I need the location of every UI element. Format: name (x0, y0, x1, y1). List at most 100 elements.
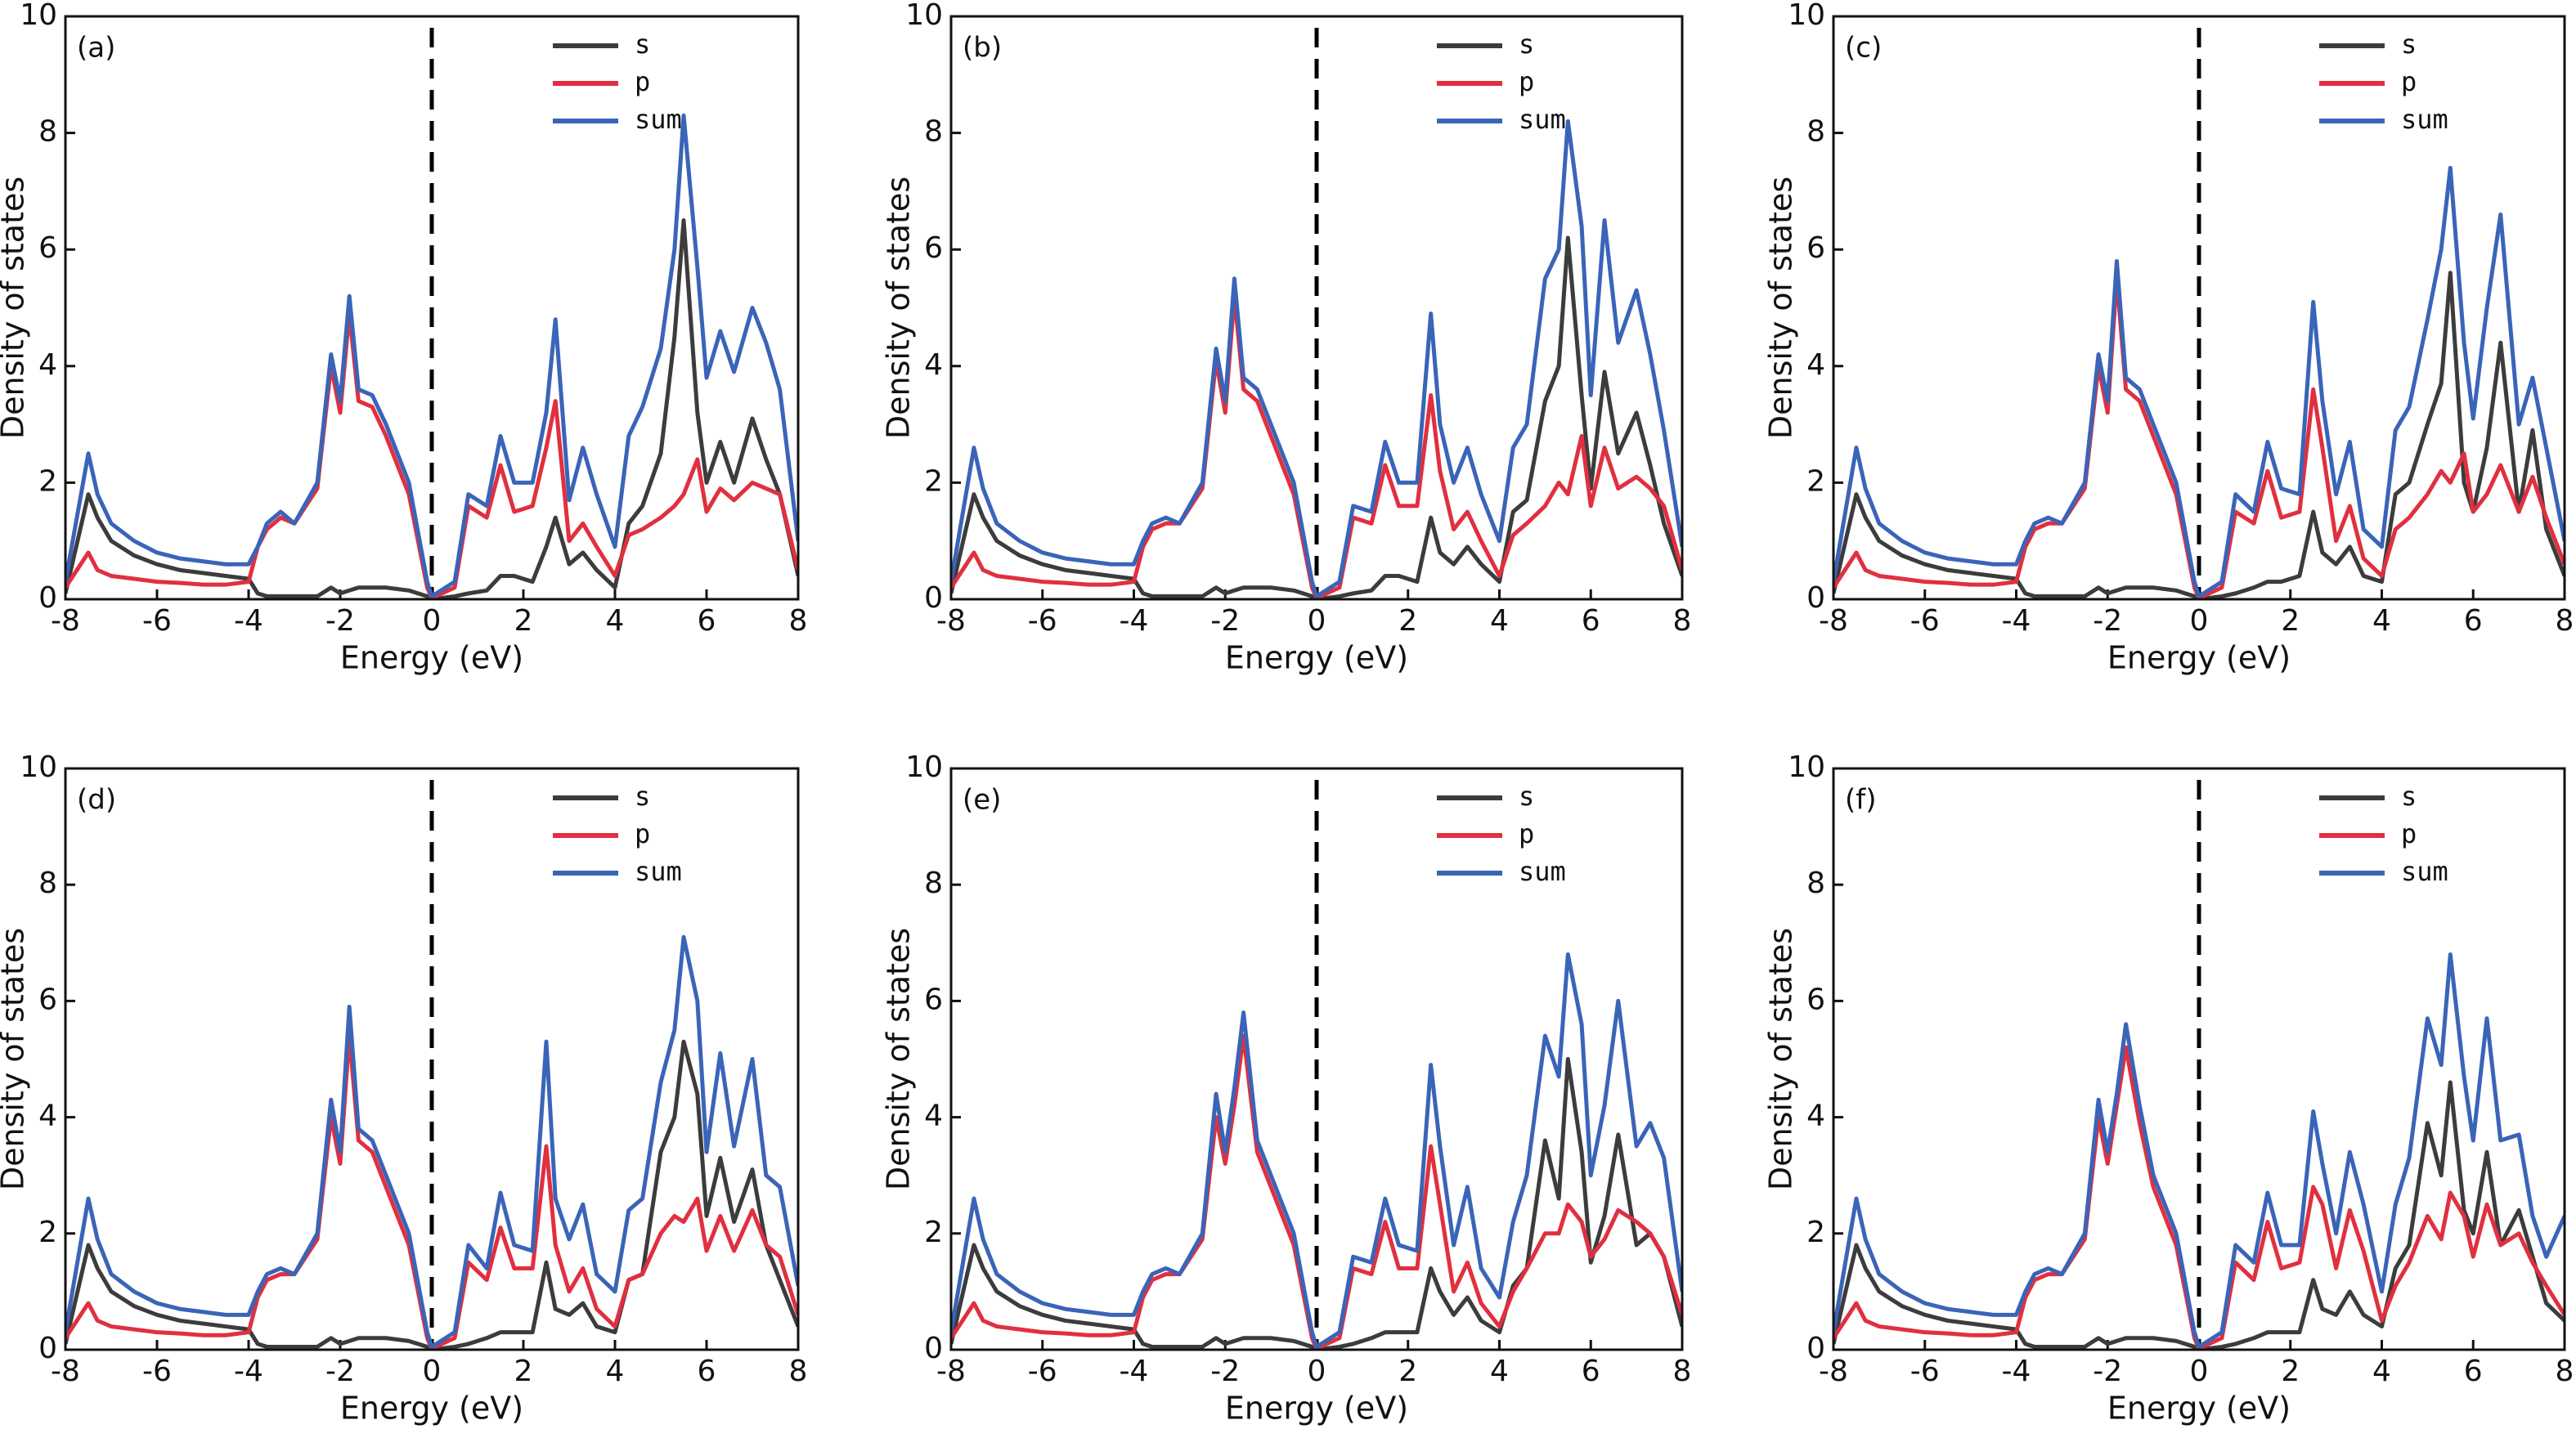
dos-line (951, 235, 1682, 599)
x-tick-label: 2 (2281, 1355, 2300, 1388)
y-tick-label: 4 (924, 348, 943, 382)
y-tick-label: 0 (38, 581, 57, 615)
panel: -8 -6 -4 -2 0 2 4 6 8 0 2 4 6 8 10 Energy (eV) Density o… (1763, 0, 2574, 676)
panel: -8 -6 -4 -2 0 2 4 6 8 0 2 4 6 8 10 Energy (eV) Density o… (881, 0, 1692, 676)
y-tick-label: 6 (38, 983, 57, 1016)
x-tick-label: -6 (1910, 604, 1940, 638)
x-tick-label: -2 (1210, 1355, 1240, 1388)
panel-label: (b) (963, 32, 1002, 65)
x-tick-label: 8 (789, 604, 808, 638)
x-tick-label: -6 (142, 604, 172, 638)
x-axis-label: Energy (eV) (1225, 640, 1408, 676)
x-tick-label: 6 (2464, 1355, 2483, 1388)
y-tick-label: 8 (1806, 867, 1825, 900)
x-tick-label: 8 (2556, 604, 2574, 638)
x-axis-label: Energy (eV) (2107, 1391, 2291, 1427)
x-tick-label: 2 (514, 604, 533, 638)
y-tick-label: 6 (1806, 983, 1825, 1016)
plot-lines (951, 952, 1682, 1350)
legend-label: p (1519, 66, 1534, 97)
x-tick-label: -4 (2002, 1355, 2031, 1388)
legend-label: p (635, 818, 650, 849)
x-tick-label: 2 (514, 1355, 533, 1388)
dos-line (65, 113, 798, 598)
dos-line (951, 119, 1682, 598)
legend-label: p (2401, 66, 2417, 97)
legend-label: sum (635, 104, 682, 135)
legend-label: s (2401, 781, 2417, 812)
legend-label: sum (1519, 856, 1566, 887)
legend-label: p (2401, 818, 2417, 849)
y-tick-label: 6 (924, 231, 943, 265)
y-tick-label: 2 (924, 464, 943, 498)
x-tick-label: 0 (1308, 604, 1326, 638)
y-axis-label: Density of states (1763, 928, 1799, 1190)
plot-frame (1832, 767, 2566, 1351)
dos-line (65, 218, 798, 599)
legend-label: p (635, 66, 650, 97)
x-tick-label: -4 (234, 1355, 263, 1388)
dos-line (1833, 1080, 2565, 1350)
plot-lines (1833, 165, 2565, 599)
x-tick-label: -6 (1910, 1355, 1940, 1388)
x-tick-label: 0 (2190, 1355, 2209, 1388)
x-tick-label: -4 (1120, 1355, 1149, 1388)
legend-label: s (1519, 781, 1534, 812)
y-tick-label: 10 (20, 0, 57, 32)
y-tick-label: 2 (1806, 1216, 1825, 1249)
x-tick-label: 2 (1398, 604, 1417, 638)
x-tick-label: -2 (325, 604, 355, 638)
y-tick-label: 10 (905, 0, 943, 32)
y-axis-label: Density of states (0, 177, 31, 439)
x-tick-label: 6 (698, 604, 716, 638)
x-tick-label: 4 (2372, 1355, 2391, 1388)
x-tick-label: -2 (1210, 604, 1240, 638)
y-tick-label: 0 (924, 581, 943, 615)
y-tick-label: 0 (1806, 581, 1825, 615)
panel: -8 -6 -4 -2 0 2 4 6 8 0 2 4 6 8 10 Energy (eV) Density o… (1763, 750, 2574, 1427)
plot-frame (949, 15, 1684, 601)
x-tick-label: 6 (698, 1355, 716, 1388)
y-tick-label: 6 (38, 231, 57, 265)
y-tick-label: 8 (38, 115, 57, 149)
x-tick-label: 4 (1490, 604, 1509, 638)
y-tick-label: 10 (1788, 0, 1825, 32)
panel: -8 -6 -4 -2 0 2 4 6 8 0 2 4 6 8 10 Energy (eV) Density o… (0, 0, 807, 676)
legend-label: p (1519, 818, 1534, 849)
x-tick-label: -6 (1028, 604, 1057, 638)
y-tick-label: 10 (905, 750, 943, 784)
dos-line (951, 1057, 1682, 1350)
panel: -8 -6 -4 -2 0 2 4 6 8 0 2 4 6 8 10 Energy (eV) Density o… (881, 750, 1692, 1427)
y-axis-label: Density of states (1763, 177, 1799, 439)
y-tick-label: 4 (1806, 1100, 1825, 1133)
y-tick-label: 8 (924, 115, 943, 149)
x-axis-label: Energy (eV) (1225, 1391, 1408, 1427)
y-tick-label: 0 (38, 1332, 57, 1365)
x-tick-label: 6 (1582, 604, 1600, 638)
x-axis-label: Energy (eV) (340, 640, 523, 676)
dos-line (1833, 165, 2565, 598)
legend-label: s (1519, 29, 1534, 60)
x-tick-label: 8 (1673, 604, 1692, 638)
x-tick-label: -4 (1120, 604, 1149, 638)
x-tick-label: 6 (1582, 1355, 1600, 1388)
x-tick-label: -6 (142, 1355, 172, 1388)
dos-line (1833, 271, 2565, 599)
x-tick-label: -2 (325, 1355, 355, 1388)
y-tick-label: 8 (924, 867, 943, 900)
plot-lines (1833, 952, 2565, 1350)
x-axis-label: Energy (eV) (340, 1391, 523, 1427)
x-tick-label: 4 (1490, 1355, 1509, 1388)
plot-frame (1832, 15, 2566, 601)
legend-label: sum (2401, 856, 2448, 887)
x-tick-label: -8 (1819, 604, 1848, 638)
x-tick-label: -8 (51, 604, 80, 638)
x-tick-label: -6 (1028, 1355, 1057, 1388)
y-axis-label: Density of states (0, 928, 31, 1190)
dos-line (1833, 1045, 2565, 1350)
y-tick-label: 8 (38, 867, 57, 900)
x-tick-label: 6 (2464, 604, 2483, 638)
plot-lines (951, 119, 1682, 599)
y-tick-label: 4 (38, 1100, 57, 1133)
